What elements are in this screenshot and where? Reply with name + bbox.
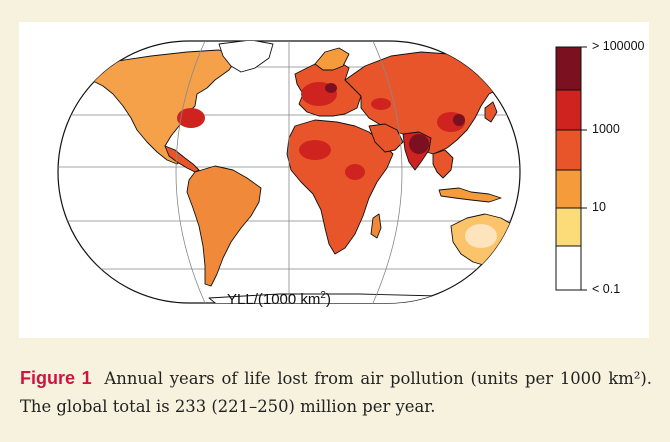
axis-label-end: ) [325,291,331,308]
map-figure-panel: > 100000 1000 10 < 0.1 YLL/(1000 km2) [19,22,649,338]
figure-caption: Figure 1 Annual years of life lost from … [20,364,652,421]
legend-label-min: < 0.1 [592,282,621,296]
legend-label-10: 10 [592,200,606,214]
legend-label-max: > 100000 [592,39,645,53]
meridian-lines [175,41,403,303]
legend-label-1000: 1000 [592,122,620,136]
legend-color-bar [555,46,587,291]
map-content [58,41,520,303]
caption-text: Annual years of life lost from air pollu… [20,369,652,416]
world-map [57,40,587,304]
land-base [80,41,520,303]
axis-label-main: YLL/(1000 km [227,291,321,308]
land-hotspots [177,82,497,248]
axis-label-exponent: 2 [320,290,326,301]
map-axis-label: YLL/(1000 km2) [19,290,539,308]
figure-label: Figure 1 [20,368,92,388]
